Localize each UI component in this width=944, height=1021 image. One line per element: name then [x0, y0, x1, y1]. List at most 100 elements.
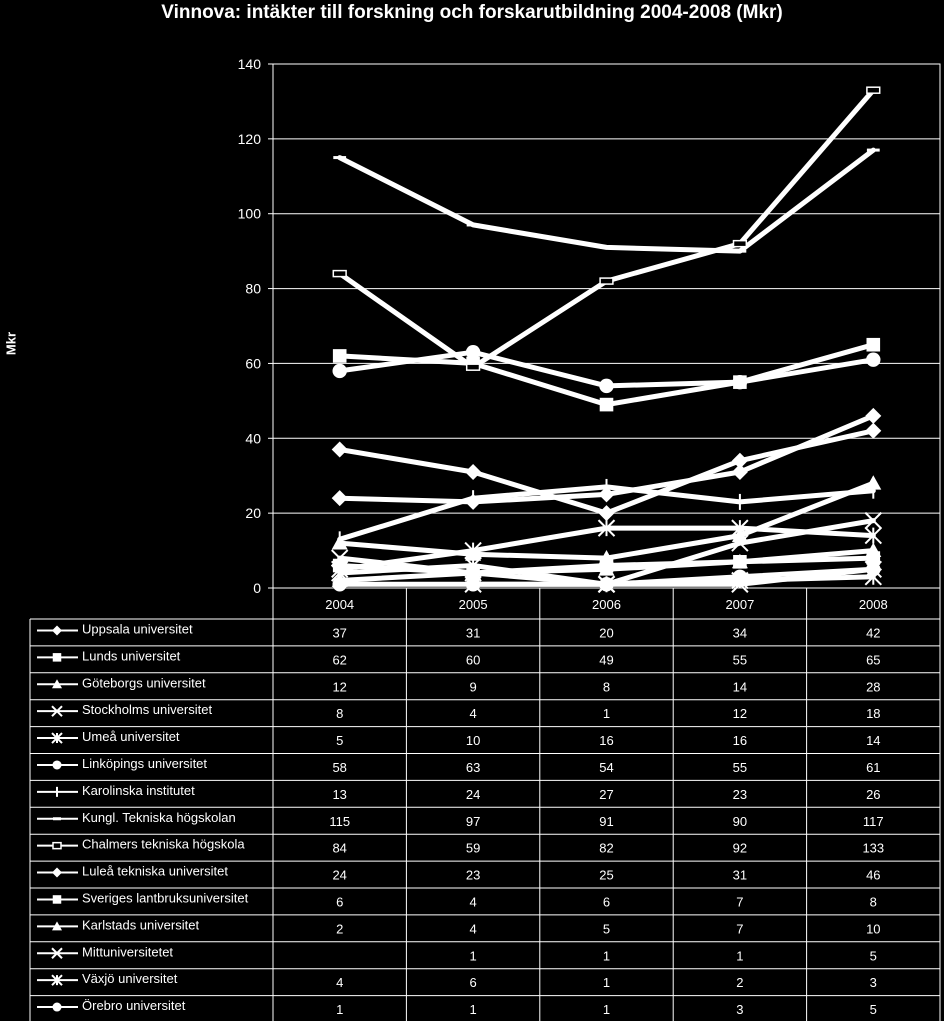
data-point	[866, 352, 881, 367]
table-cell: 5	[870, 948, 877, 963]
legend-marker	[51, 732, 63, 744]
table-cell: 6	[603, 894, 610, 909]
table-row: Kungl. Tekniska högskolan 115 97 91 90 117	[37, 810, 884, 829]
legend-marker	[51, 705, 63, 717]
table-cell: 3	[870, 975, 877, 990]
table-cell: 2	[736, 975, 743, 990]
table-cell: 84	[332, 841, 346, 856]
table-row: Örebro universitet 1 1 1 3 5	[37, 998, 877, 1017]
legend-marker	[52, 841, 62, 850]
legend-label: Umeå universitet	[82, 729, 180, 744]
table-cell: 91	[599, 814, 613, 829]
table-row: Luleå tekniska universitet 24 23 25 31 46	[37, 864, 881, 883]
legend-label: Mittuniversitetet	[82, 944, 173, 959]
data-point	[866, 148, 880, 152]
data-point	[600, 245, 613, 249]
x-tick-label: 2005	[459, 597, 488, 612]
table-cell: 8	[336, 706, 343, 721]
table-cell: 7	[736, 894, 743, 909]
table-cell: 55	[733, 652, 747, 667]
legend-marker	[53, 817, 61, 821]
table-cell: 23	[733, 787, 747, 802]
data-point	[465, 493, 482, 510]
legend-label: Uppsala universitet	[82, 621, 193, 636]
table-cell: 62	[332, 652, 346, 667]
data-point	[332, 269, 347, 278]
table-cell: 4	[336, 975, 343, 990]
legend-marker	[52, 760, 62, 770]
table-cell: 1	[469, 948, 476, 963]
table-cell: 2	[336, 921, 343, 936]
legend-label: Örebro universitet	[82, 998, 186, 1013]
table-cell: 7	[736, 921, 743, 936]
table-cell: 63	[466, 760, 480, 775]
data-point	[332, 577, 347, 592]
y-tick-label: 80	[245, 281, 261, 297]
table-cell: 4	[469, 894, 476, 909]
y-tick-labels: 0 20 40 60 80 100 120 140	[238, 56, 262, 596]
data-point	[599, 277, 614, 285]
data-point	[464, 556, 482, 575]
data-point	[864, 526, 883, 545]
table-cell: 14	[733, 679, 747, 694]
table-cell: 5	[870, 1002, 877, 1017]
data-point	[597, 519, 616, 537]
table-cell: 1	[336, 1002, 343, 1017]
table-cell: 97	[466, 814, 480, 829]
legend-label: Stockholms universitet	[82, 702, 212, 717]
data-point	[733, 249, 747, 253]
table-cell: 46	[866, 868, 880, 883]
table-cell: 31	[466, 625, 480, 640]
data-point	[331, 441, 348, 458]
legend-label: Lunds universitet	[82, 648, 181, 663]
legend-label: Chalmers tekniska högskola	[82, 837, 245, 852]
table-cell: 90	[733, 814, 747, 829]
table-cell: 12	[332, 679, 346, 694]
table-cell: 5	[603, 921, 610, 936]
table-cell: 1	[603, 975, 610, 990]
table-cell: 61	[866, 760, 880, 775]
table-cell: 31	[733, 868, 747, 883]
table-cell: 58	[332, 760, 346, 775]
legend-label: Göteborgs universitet	[82, 675, 206, 690]
data-point	[866, 562, 881, 577]
data-point	[465, 363, 481, 371]
table-cell: 5	[336, 733, 343, 748]
legend-marker	[52, 653, 62, 662]
table-cell: 13	[332, 787, 346, 802]
table-cell: 10	[866, 921, 880, 936]
data-point	[333, 156, 347, 160]
legend-marker	[52, 895, 62, 904]
data-point	[732, 239, 748, 248]
data-point	[732, 374, 748, 390]
legend-marker	[52, 625, 62, 636]
chart-title: Vinnova: intäkter till forskning och for…	[161, 2, 783, 23]
table-row: Mittuniversitetet 1 1 1 5	[37, 944, 877, 963]
table-cell: 34	[733, 625, 747, 640]
table-cell: 23	[466, 868, 480, 883]
data-point	[732, 569, 748, 584]
data-point	[464, 541, 482, 560]
y-tick-label: 60	[245, 355, 261, 371]
data-point	[465, 577, 481, 592]
y-tick-label: 40	[245, 430, 261, 446]
data-point	[599, 378, 614, 394]
legend-marker	[51, 974, 63, 986]
table-cell: 18	[866, 706, 880, 721]
legend-label: Sveriges lantbruksuniversitet	[82, 890, 249, 905]
data-point	[731, 553, 748, 569]
table-cell: 14	[866, 733, 880, 748]
y-tick-label: 0	[253, 580, 261, 596]
table-row: Stockholms universitet 8 4 1 12 18	[37, 702, 881, 721]
y-tick-label: 140	[238, 56, 262, 72]
data-point	[865, 407, 882, 424]
data-point	[598, 505, 615, 522]
data-point	[598, 561, 615, 576]
data-point	[731, 452, 748, 469]
legend-marker	[52, 921, 62, 931]
legend-marker	[52, 867, 62, 878]
data-point	[331, 490, 348, 507]
plot-lines	[330, 86, 883, 593]
table-cell: 60	[466, 652, 480, 667]
legend-label: Karolinska institutet	[82, 783, 195, 798]
